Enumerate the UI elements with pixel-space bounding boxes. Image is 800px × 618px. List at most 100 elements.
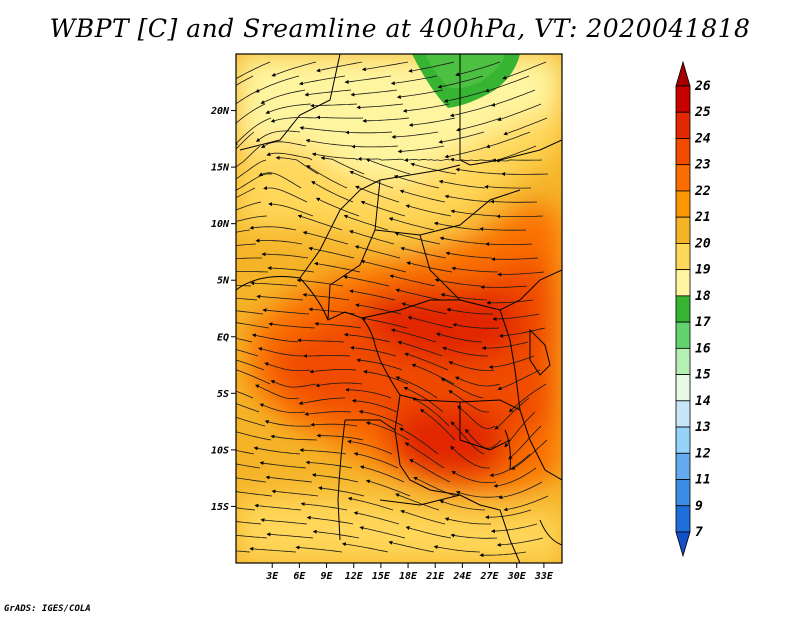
colorbar-label: 25 <box>694 105 711 120</box>
colorbar-label: 16 <box>695 341 711 356</box>
streamline <box>440 378 484 399</box>
streamline <box>260 89 306 104</box>
colorbar-swatch <box>675 505 691 533</box>
streamline <box>275 155 319 175</box>
streamline <box>508 383 547 413</box>
streamline <box>389 274 436 287</box>
streamline <box>408 117 456 127</box>
streamline <box>410 162 457 175</box>
colorbar-bottom-arrow <box>675 531 691 558</box>
lat-tick-label: 5S <box>217 389 229 400</box>
streamline <box>497 369 541 391</box>
streamline <box>402 103 450 113</box>
colorbar-label: 21 <box>694 210 711 225</box>
streamline <box>343 332 391 343</box>
streamline <box>498 481 543 500</box>
streamline <box>437 75 484 89</box>
streamline <box>485 242 533 247</box>
streamline <box>502 61 547 80</box>
streamline <box>316 433 364 441</box>
streamline <box>236 297 258 301</box>
streamline <box>450 209 498 217</box>
streamline <box>501 172 549 177</box>
colorbar-swatch <box>675 295 691 323</box>
streamline <box>349 170 394 189</box>
streamline <box>236 449 255 455</box>
streamline <box>503 495 549 512</box>
lat-tick-label: 10N <box>211 219 230 230</box>
streamline <box>397 145 445 154</box>
lat-tick-label: 15N <box>211 163 230 174</box>
streamline <box>236 271 269 273</box>
streamline <box>390 75 438 86</box>
streamline <box>492 313 540 321</box>
streamline <box>412 397 450 427</box>
streamline <box>489 453 531 478</box>
colorbar-swatch <box>675 452 691 480</box>
streamline <box>495 158 543 163</box>
streamline <box>484 184 531 189</box>
lon-tick-label: 6E <box>293 571 306 582</box>
streamline <box>236 173 273 191</box>
streamline <box>236 215 268 222</box>
streamline <box>311 473 359 483</box>
streamline <box>446 307 493 315</box>
lon-tick-label: 12E <box>345 571 364 582</box>
streamline <box>236 131 255 150</box>
streamline <box>236 117 272 146</box>
streamline <box>236 89 260 105</box>
colorbar-swatch <box>675 190 691 218</box>
streamline <box>406 261 453 273</box>
streamline <box>451 471 497 483</box>
streamline <box>503 117 548 136</box>
colorbar-label: 19 <box>695 263 711 278</box>
streamline <box>345 387 392 399</box>
streamline <box>347 496 394 511</box>
streamline <box>355 303 402 315</box>
colorbar-swatch <box>675 216 691 244</box>
credit-label: GrADS: IGES/COLA <box>4 604 91 614</box>
streamline <box>484 75 530 93</box>
streamline <box>270 434 318 441</box>
streamline <box>270 380 317 388</box>
streamline <box>360 200 406 217</box>
streamline <box>393 174 440 189</box>
streamline <box>451 266 499 273</box>
streamline <box>298 397 345 406</box>
streamline <box>479 227 527 232</box>
streamline <box>318 486 365 497</box>
colorbar-label: 7 <box>695 525 703 540</box>
streamline <box>259 403 306 414</box>
lon-tick-label: 9E <box>321 571 334 582</box>
streamline <box>490 199 538 204</box>
streamline <box>271 61 317 77</box>
colorbar-swatch <box>675 400 691 428</box>
streamline <box>485 131 531 149</box>
streamline <box>268 202 314 217</box>
streamline <box>445 251 493 259</box>
streamline <box>304 411 352 417</box>
streamline <box>355 185 400 203</box>
streamline <box>255 75 300 93</box>
streamline <box>438 131 485 144</box>
streamline <box>309 369 357 374</box>
streamline <box>236 257 262 259</box>
lat-tick-label: 15S <box>211 502 229 513</box>
streamline <box>303 354 351 358</box>
streamline <box>401 302 448 315</box>
streamline <box>320 156 365 175</box>
streamline <box>409 459 451 483</box>
streamline <box>236 491 273 497</box>
streamline <box>266 152 313 161</box>
streamline <box>480 285 528 290</box>
streamline <box>450 445 490 469</box>
lon-tick-label: 33E <box>534 571 554 582</box>
streamline <box>365 158 411 175</box>
streamline <box>236 145 261 168</box>
streamline <box>261 141 307 149</box>
streamline <box>491 145 537 163</box>
streamline <box>405 204 452 217</box>
streamline <box>254 503 302 511</box>
streamline <box>236 390 254 399</box>
streamline <box>481 341 529 351</box>
